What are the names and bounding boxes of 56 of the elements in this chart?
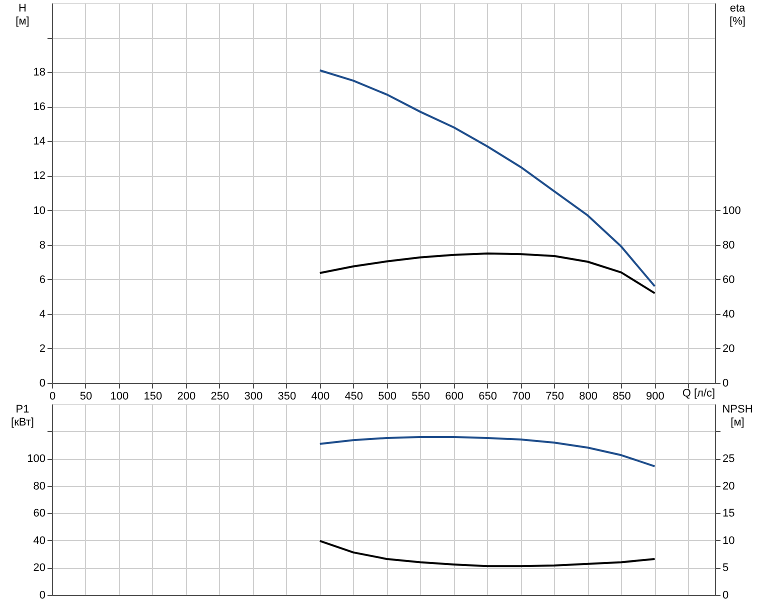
x-tick-label: 100 — [110, 390, 129, 402]
y2-tick-label: 0 — [722, 590, 729, 602]
y-tick-label: 18 — [33, 66, 46, 79]
y-tick-label: 60 — [33, 508, 46, 520]
x-tick-label: 350 — [278, 390, 296, 402]
line-series — [318, 436, 656, 468]
y-tick-label: 10 — [33, 204, 46, 217]
x-tick-label: 500 — [378, 390, 397, 402]
y-tick-label: 80 — [33, 480, 46, 492]
y2-tick-label: 25 — [722, 453, 735, 466]
x-tick-label: 250 — [210, 390, 230, 402]
x-tick-label: 150 — [144, 390, 162, 402]
line-series — [318, 252, 656, 294]
y-tick-label: 20 — [33, 562, 46, 574]
x-tick-label: 300 — [244, 390, 263, 402]
y2-tick-label: 60 — [722, 274, 735, 286]
y-tick-label: 0 — [39, 378, 46, 390]
x-tick-label: 800 — [579, 390, 598, 402]
y2-tick-label: 20 — [722, 342, 735, 355]
y-tick-label: 14 — [33, 136, 46, 148]
y2-tick-label: 0 — [722, 378, 729, 390]
y2-tick-label: 20 — [722, 480, 735, 492]
x-tick-label: 0 — [49, 390, 56, 402]
line-series — [318, 540, 656, 568]
y-tick-label: 6 — [39, 274, 46, 286]
x-tick-label: 400 — [311, 390, 330, 402]
x-tick-label: 550 — [412, 390, 430, 402]
x-tick-label: 200 — [177, 390, 196, 402]
y2-axis-title: NPSH [м] — [722, 404, 753, 428]
y2-tick-label: 5 — [722, 562, 729, 574]
x-tick-label: 700 — [512, 390, 530, 402]
y-axis-title: P1 [кВт] — [11, 404, 34, 428]
x-tick-label: 850 — [612, 390, 631, 402]
x-tick-label: 600 — [445, 390, 464, 402]
line-series — [318, 69, 656, 288]
x-tick-label: 900 — [646, 390, 664, 402]
y-tick-label: 12 — [33, 170, 46, 182]
y2-tick-label: 40 — [722, 308, 735, 320]
y-tick-label: 40 — [33, 534, 46, 547]
y2-tick-label: 10 — [722, 534, 735, 547]
x-tick-label: 450 — [344, 390, 364, 402]
y2-tick-label: 100 — [722, 204, 741, 217]
y-tick-label: 4 — [39, 308, 46, 320]
y2-tick-label: 80 — [722, 239, 735, 252]
y2-tick-label: 15 — [722, 508, 735, 520]
y2-axis-title: eta [%] — [730, 2, 746, 28]
y-tick-label: 100 — [27, 453, 46, 466]
y-tick-label: 8 — [39, 239, 46, 252]
y-tick-label: 2 — [39, 342, 46, 355]
y-tick-label: 16 — [33, 101, 46, 114]
y-axis-title: H [м] — [16, 2, 30, 28]
x-tick-label: 750 — [546, 390, 564, 402]
x-tick-label: 50 — [80, 390, 92, 402]
x-axis-title: Q [л/с] — [682, 388, 716, 400]
y-tick-label: 0 — [39, 590, 46, 602]
x-tick-label: 650 — [478, 390, 497, 402]
